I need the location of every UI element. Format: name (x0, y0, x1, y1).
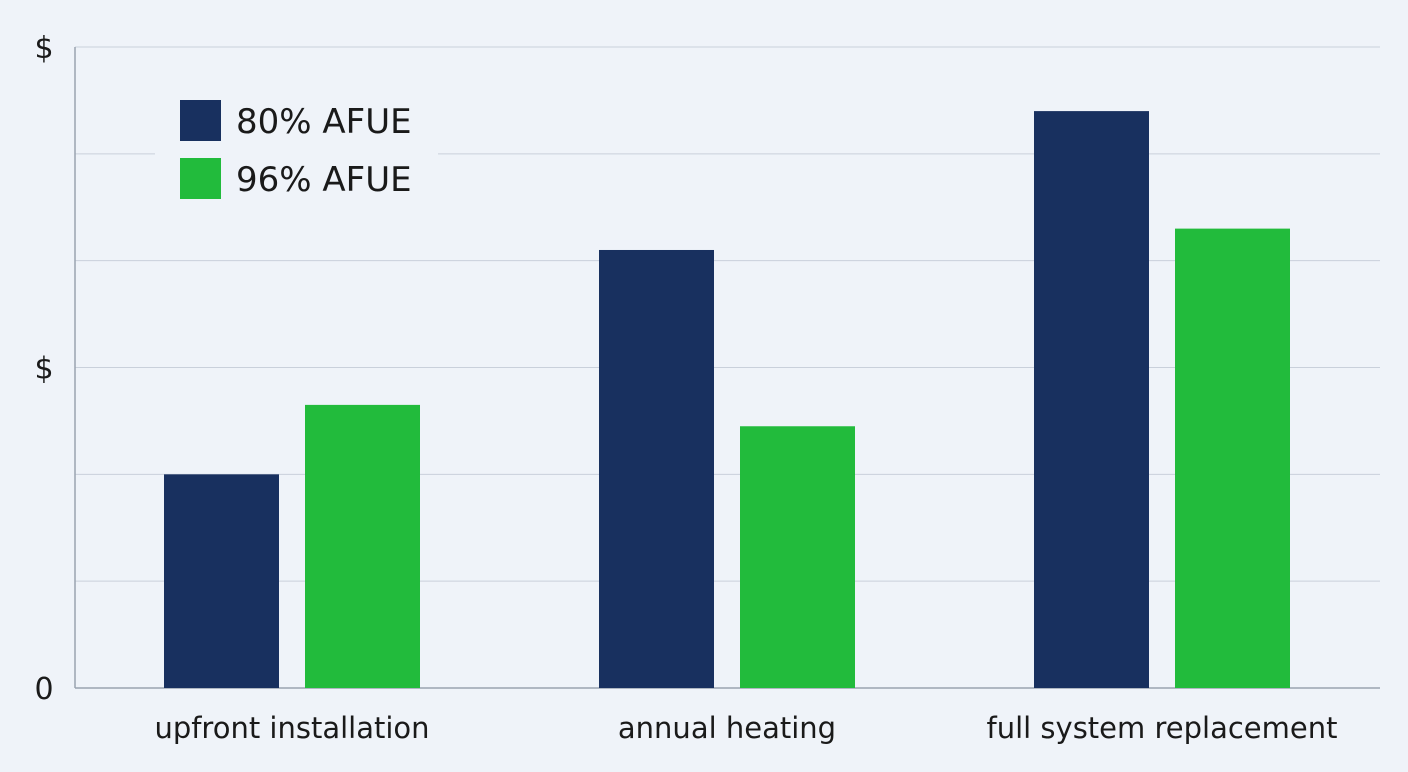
legend: 80% AFUE 96% AFUE (155, 85, 438, 215)
bar-afue-96-1 (740, 426, 855, 688)
x-category-label: full system replacement (987, 711, 1338, 745)
axes (74, 47, 1380, 689)
bar-afue-96-0 (305, 404, 420, 688)
legend-swatch (180, 158, 221, 199)
y-tick-label: $ (34, 31, 53, 66)
bar-afue-80-2 (1034, 111, 1149, 689)
bar-afue-80-1 (599, 249, 714, 688)
x-category-label: upfront installation (154, 711, 429, 745)
x-category-label: annual heating (618, 711, 836, 745)
legend-label: 80% AFUE (236, 102, 412, 142)
legend-swatch (180, 100, 221, 141)
legend-label: 96% AFUE (236, 160, 412, 200)
y-tick-label: $ (34, 352, 53, 387)
bars (164, 111, 1290, 689)
y-tick-label: 0 (34, 672, 53, 707)
bar-afue-80-0 (164, 474, 279, 688)
x-category-labels: upfront installation annual heating full s… (154, 711, 1337, 745)
y-tick-labels: 0 $ $ (34, 31, 53, 707)
bar-afue-96-2 (1175, 228, 1290, 688)
